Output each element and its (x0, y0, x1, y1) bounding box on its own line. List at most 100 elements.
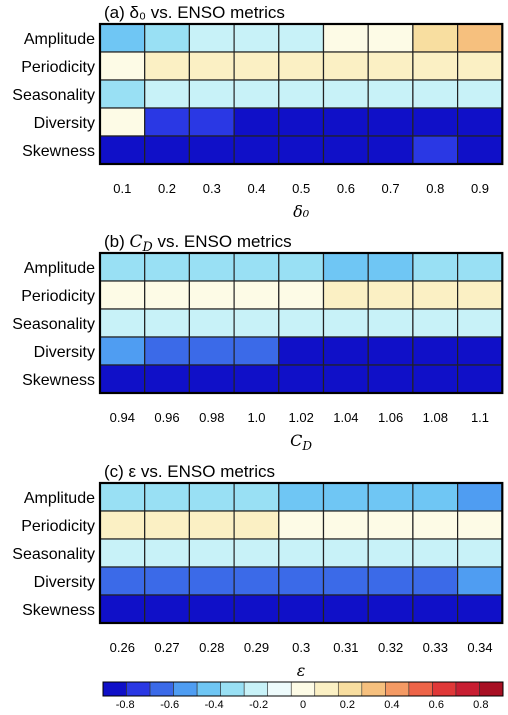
colorbar-swatch (361, 681, 386, 697)
heatmap-cell (457, 107, 503, 137)
heatmap-cell (457, 510, 503, 540)
heatmap-cell (188, 336, 235, 366)
row-label: Diversity (34, 344, 95, 361)
heatmap-cell (233, 79, 280, 109)
panel-border (98, 251, 504, 395)
heatmap-cell (457, 135, 503, 165)
heatmap-cell (367, 364, 414, 394)
heatmap-cell (99, 135, 146, 165)
row-label: Amplitude (24, 490, 95, 507)
heatmap-cell (188, 252, 235, 282)
colorbar-tick-label: -0.4 (205, 699, 224, 710)
colorbar-swatch (196, 681, 221, 697)
heatmap-cell (188, 594, 235, 624)
heatmap-cell (278, 566, 325, 596)
heatmap-cell (367, 79, 414, 109)
heatmap-cell (412, 107, 459, 137)
heatmap-cell (322, 364, 369, 394)
row-label: Amplitude (24, 260, 95, 277)
heatmap-cell (278, 51, 325, 81)
heatmap-cell (233, 566, 280, 596)
heatmap-cell (233, 482, 280, 512)
heatmap-cell (412, 594, 459, 624)
x-tick-label: 1.0 (247, 410, 265, 425)
x-tick-label: 0.28 (199, 640, 224, 655)
heatmap-cell (278, 252, 325, 282)
heatmap-cell (144, 364, 190, 394)
x-tick-label: 0.1 (113, 181, 131, 196)
heatmap-cell (188, 364, 235, 394)
heatmap-cell (278, 79, 325, 109)
heatmap-cell (188, 23, 235, 53)
heatmap-cell (188, 51, 235, 81)
heatmap-cell (99, 280, 146, 310)
heatmap-cell (412, 79, 459, 109)
colorbar-tick-label: -0.2 (249, 699, 268, 710)
row-label: Periodicity (21, 518, 95, 535)
heatmap-cell (144, 79, 190, 109)
heatmap-cell (278, 280, 325, 310)
heatmap-cell (188, 510, 235, 540)
heatmap-cell (99, 510, 146, 540)
heatmap-cell (412, 510, 459, 540)
heatmap-cell (99, 594, 146, 624)
heatmap-cell (99, 482, 146, 512)
colorbar-swatch (243, 681, 269, 697)
heatmap-cell (233, 51, 280, 81)
heatmap-cell (457, 538, 503, 568)
heatmap-cell (322, 482, 369, 512)
heatmap-cell (278, 107, 325, 137)
heatmap-cell (367, 107, 414, 137)
heatmap-cell (412, 482, 459, 512)
heatmap-cell (457, 594, 503, 624)
x-tick-label: 0.8 (426, 181, 444, 196)
heatmap-cell (233, 252, 280, 282)
heatmap-cell (188, 79, 235, 109)
heatmap-cell (144, 594, 190, 624)
heatmap-cell (457, 364, 503, 394)
x-tick-label: 0.31 (333, 640, 358, 655)
x-axis-label: CD (290, 431, 312, 453)
colorbar-swatch (102, 681, 127, 697)
heatmap-cell (188, 482, 235, 512)
heatmap-cell (233, 280, 280, 310)
heatmap-cell (457, 23, 503, 53)
x-tick-label: 0.98 (199, 410, 224, 425)
heatmap-cell (188, 308, 235, 338)
heatmap-cell (412, 51, 459, 81)
colorbar-swatch (455, 681, 480, 697)
row-label: Seasonality (12, 87, 95, 104)
heatmap-cell (322, 79, 369, 109)
heatmap-cell (144, 336, 190, 366)
heatmap-cell (367, 482, 414, 512)
heatmap-cell (322, 538, 369, 568)
row-label: Skewness (22, 143, 95, 160)
heatmap-cell (412, 566, 459, 596)
heatmap-cell (367, 23, 414, 53)
heatmap-cell (322, 107, 369, 137)
heatmap-cell (233, 510, 280, 540)
colorbar-tick-label: 0 (300, 699, 306, 710)
heatmap-cell (188, 566, 235, 596)
heatmap-cell (144, 23, 190, 53)
colorbar-swatch (432, 681, 457, 697)
x-tick-label: 0.4 (247, 181, 265, 196)
heatmap-cell (322, 51, 369, 81)
x-tick-label: 0.3 (292, 640, 310, 655)
row-label: Periodicity (21, 288, 95, 305)
x-axis-label: ε (297, 661, 306, 680)
heatmap-cell (144, 538, 190, 568)
heatmap-cell (457, 79, 503, 109)
colorbar-swatch (173, 681, 198, 697)
heatmap-cell (367, 308, 414, 338)
x-tick-label: 1.04 (333, 410, 358, 425)
x-tick-label: 0.34 (467, 640, 492, 655)
heatmap-cell (367, 135, 414, 165)
x-tick-label: 0.96 (154, 410, 179, 425)
heatmap-cell (188, 280, 235, 310)
x-tick-label: 0.6 (337, 181, 355, 196)
panel-title: (b) CD vs. ENSO metrics (104, 232, 292, 255)
colorbar-tick-label: 0.2 (340, 699, 355, 710)
heatmap-cell (233, 135, 280, 165)
panel-title: (c) ε vs. ENSO metrics (104, 462, 275, 481)
